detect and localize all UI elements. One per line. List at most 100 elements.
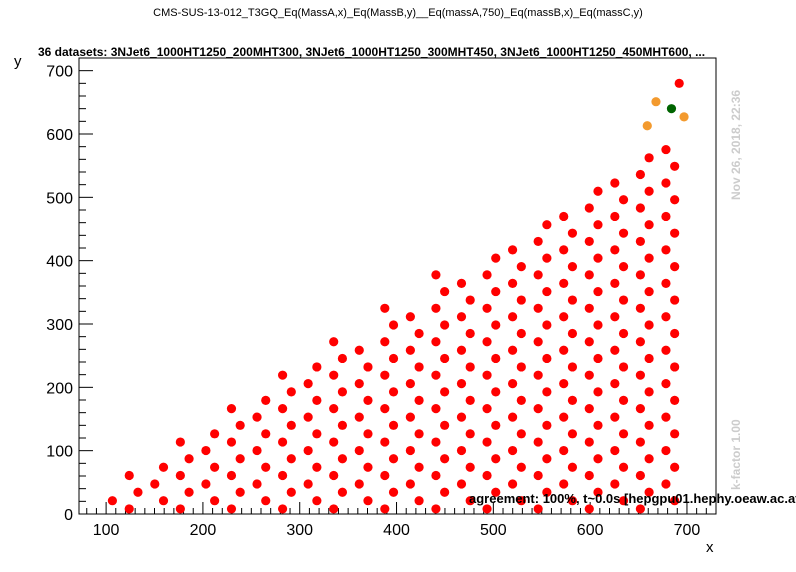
data-point <box>559 445 569 456</box>
data-point <box>252 412 262 422</box>
data-point <box>644 186 654 196</box>
data-point <box>516 395 526 405</box>
data-point <box>261 395 271 405</box>
data-point <box>567 262 578 272</box>
data-point <box>329 404 339 414</box>
data-point <box>661 211 671 222</box>
data-point <box>456 445 467 456</box>
data-point <box>124 470 134 481</box>
axes <box>78 57 717 515</box>
data-point <box>482 370 492 380</box>
data-point <box>414 328 424 339</box>
data-point <box>252 445 262 456</box>
data-point <box>354 479 364 489</box>
data-point <box>226 504 237 514</box>
data-point <box>414 362 424 372</box>
data-point <box>440 320 450 330</box>
data-point <box>679 112 689 122</box>
x-tick-label: 400 <box>383 522 410 539</box>
data-point <box>635 169 645 180</box>
data-point <box>516 496 526 506</box>
data-point <box>482 404 492 414</box>
data-point <box>644 387 654 397</box>
data-point <box>533 337 543 347</box>
data-point <box>175 504 185 514</box>
data-point <box>405 479 415 489</box>
data-point <box>533 236 543 247</box>
data-point <box>661 278 671 288</box>
data-point <box>491 487 501 497</box>
data-point <box>414 496 424 506</box>
data-point <box>559 245 569 255</box>
data-point <box>465 328 475 339</box>
data-point <box>542 320 552 330</box>
data-point <box>516 462 526 472</box>
data-point <box>674 78 684 88</box>
data-point <box>354 445 364 456</box>
data-point <box>388 320 399 330</box>
data-point <box>508 312 518 322</box>
data-point <box>670 496 680 506</box>
data-point <box>618 462 629 472</box>
data-point <box>559 479 569 489</box>
data-point <box>542 253 552 263</box>
data-point <box>610 312 620 322</box>
y-tick-label: 100 <box>46 444 73 461</box>
data-point <box>456 278 467 288</box>
data-point <box>644 286 654 297</box>
data-point <box>533 437 543 447</box>
data-point <box>542 420 552 430</box>
data-point <box>661 445 671 456</box>
data-point <box>380 370 390 380</box>
data-point <box>158 496 169 506</box>
data-point <box>661 412 671 422</box>
data-point <box>542 387 552 397</box>
plot-frame <box>78 57 717 515</box>
y-tick-label: 200 <box>46 380 73 397</box>
data-point <box>440 454 450 464</box>
data-point <box>440 353 450 364</box>
y-tick-label: 500 <box>46 190 73 207</box>
data-point <box>405 379 415 389</box>
x-tick-label: 700 <box>674 522 701 539</box>
data-point <box>363 429 373 439</box>
data-point <box>610 445 620 456</box>
data-point <box>210 462 220 472</box>
data-point <box>584 337 594 347</box>
data-point <box>559 412 569 422</box>
data-point <box>312 462 322 472</box>
y-axis-label: y <box>14 53 22 70</box>
data-point <box>363 395 373 405</box>
data-point <box>491 420 501 430</box>
data-point <box>618 295 629 305</box>
data-point <box>388 454 399 464</box>
data-point <box>431 437 441 447</box>
data-point <box>456 479 467 489</box>
x-tick-label: 100 <box>93 522 120 539</box>
data-point <box>584 303 594 313</box>
x-tick-label: 300 <box>286 522 313 539</box>
data-point <box>661 245 671 255</box>
data-point <box>175 437 185 447</box>
data-point <box>661 144 671 155</box>
data-point <box>533 404 543 414</box>
data-point <box>559 211 569 222</box>
data-point <box>516 328 526 339</box>
data-point <box>610 211 620 222</box>
data-point <box>508 345 518 355</box>
data-points <box>107 78 689 514</box>
data-point <box>618 328 629 339</box>
data-point <box>175 470 185 481</box>
data-point <box>440 487 450 497</box>
data-point <box>661 178 671 188</box>
data-point <box>405 445 415 456</box>
data-point <box>491 353 501 364</box>
data-point <box>431 404 441 414</box>
data-point <box>584 504 594 514</box>
data-point <box>431 303 441 313</box>
data-point <box>559 278 569 288</box>
data-point <box>584 404 594 414</box>
data-point <box>508 379 518 389</box>
data-point <box>235 487 245 497</box>
data-point <box>414 429 424 439</box>
